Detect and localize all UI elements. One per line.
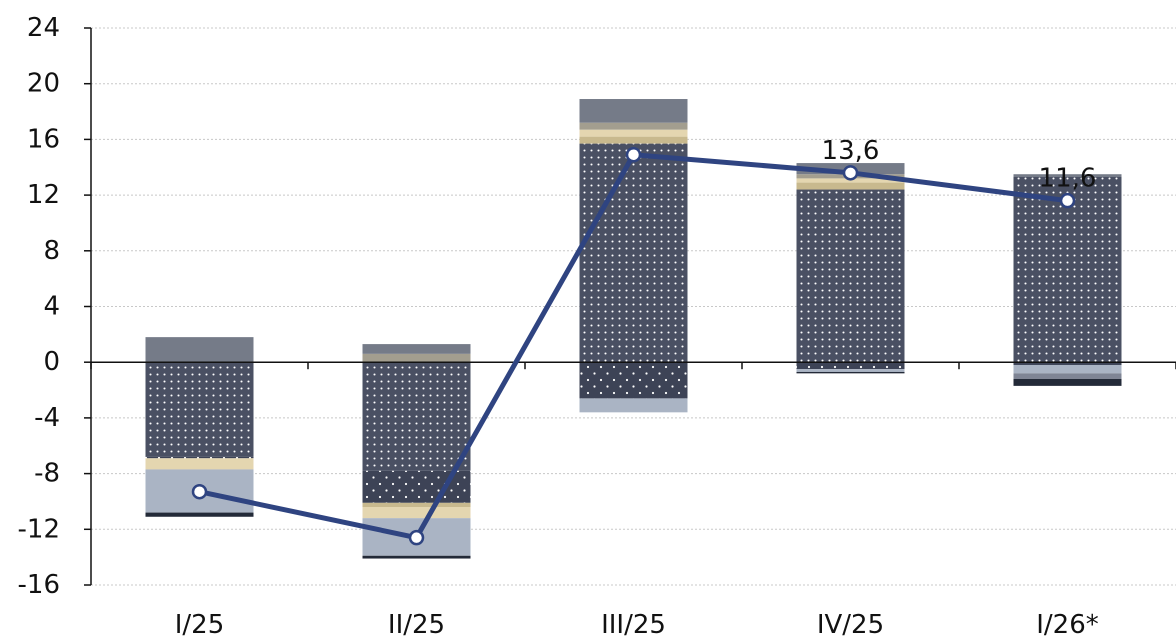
bar-segment [145, 458, 254, 470]
y-tick-label: 24 [27, 13, 60, 43]
bar-segment [579, 122, 688, 130]
bar-segment [579, 143, 688, 363]
grid [91, 27, 1176, 586]
bars [145, 99, 1122, 559]
x-tick-label: IV/25 [817, 610, 884, 640]
bar-segment [362, 353, 471, 363]
bar-segment [579, 136, 688, 144]
bar-segment [362, 507, 471, 519]
bar-segment [145, 456, 254, 459]
y-tick-label: 0 [43, 347, 60, 377]
y-tick-label: 16 [27, 124, 60, 154]
bar-segment [796, 362, 905, 370]
bar-segment [1013, 373, 1122, 379]
line-point [842, 165, 859, 181]
bar-segment [1013, 378, 1122, 386]
line-point [191, 483, 208, 500]
bar-segment [579, 99, 688, 123]
y-tick-labels: 24 20 16 12 8 4 0 -4 -8 -12 -16 [18, 13, 60, 600]
bar-segment [796, 369, 905, 372]
x-tick-label: III/25 [601, 610, 666, 640]
y-tick-label: -4 [34, 403, 60, 433]
bar-segment [796, 371, 905, 374]
data-label: 13,6 [822, 136, 880, 166]
x-tick-label: I/26* [1036, 610, 1099, 640]
y-tick-label: 8 [43, 236, 60, 266]
bar-segment [796, 182, 905, 190]
bar-segment [362, 344, 471, 354]
line-series [191, 146, 1076, 546]
y-tick-label: -8 [34, 459, 60, 489]
y-tick-label: 4 [43, 292, 60, 322]
line-point [1059, 192, 1076, 209]
bar-segment [1013, 362, 1122, 365]
bar-segment [145, 337, 254, 363]
bar-segment [145, 512, 254, 517]
axes [84, 27, 1176, 586]
bar-segment [1013, 364, 1122, 374]
y-tick-label: -12 [18, 514, 60, 544]
bar-segment [579, 362, 688, 399]
bar-segment [579, 129, 688, 137]
bar-segment [362, 502, 471, 508]
data-labels: 13,6 11,6 [822, 136, 1097, 194]
bar-segment [579, 398, 688, 413]
y-tick-label: 12 [27, 180, 60, 210]
line-point [625, 146, 642, 163]
bar-segment [362, 555, 471, 559]
bar-segment [362, 362, 471, 471]
bar-segment [145, 362, 254, 457]
line-point [408, 529, 425, 546]
x-tick-label: II/25 [388, 610, 445, 640]
x-tick-labels: I/25 II/25 III/25 IV/25 I/26* [175, 610, 1099, 640]
bar-segment [796, 189, 905, 363]
data-label: 11,6 [1039, 164, 1097, 194]
x-tick-label: I/25 [175, 610, 225, 640]
bar-segment [1013, 174, 1122, 177]
y-tick-label: -16 [18, 570, 60, 600]
y-tick-label: 20 [27, 69, 60, 99]
